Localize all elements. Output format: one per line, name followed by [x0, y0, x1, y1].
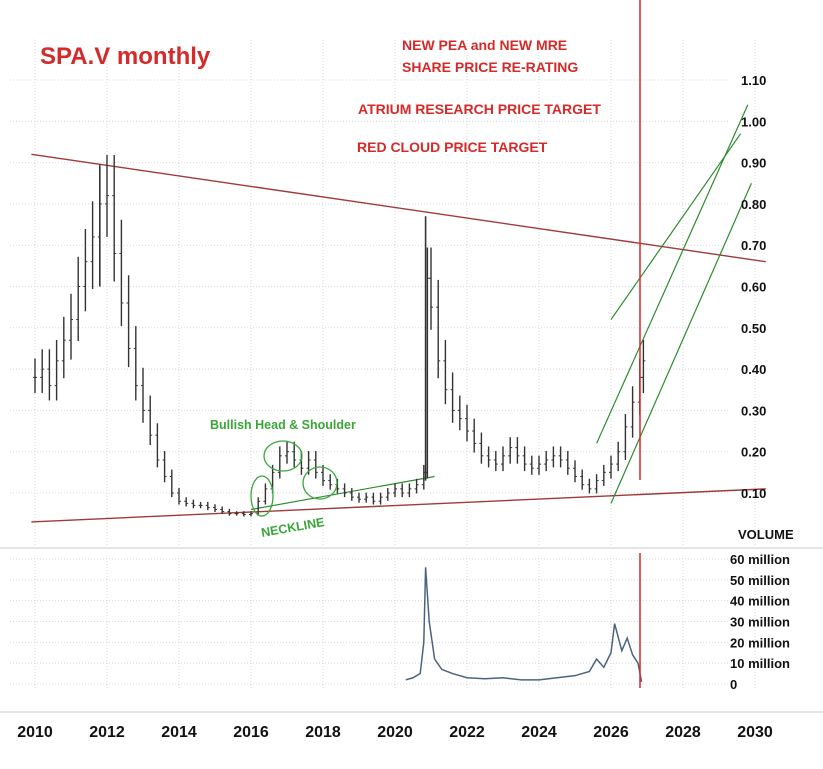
x-tick-label: 2022	[449, 724, 485, 741]
right-shoulder-circle	[302, 466, 338, 500]
y-tick-label: 0.60	[741, 280, 766, 295]
volume-axis-title: VOLUME	[738, 527, 794, 542]
price-bars	[33, 155, 646, 517]
y-tick-label: 1.10	[741, 73, 766, 88]
y-tick-label: 0.50	[741, 321, 766, 336]
trendlines	[31, 104, 766, 523]
lower-support-line	[31, 488, 766, 523]
y-axis-labels: 1.10 1.00 0.90 0.80 0.70 0.60 0.50 0.40 0.30 0.20…	[741, 73, 766, 501]
x-tick-label: 2016	[233, 724, 269, 741]
y-tick-label: 0.30	[741, 403, 766, 418]
x-tick-label: 2024	[521, 724, 557, 741]
x-tick-label: 2028	[665, 724, 701, 741]
left-shoulder-circle	[250, 475, 274, 517]
y-tick-label: 0.10	[741, 486, 766, 501]
annotation-redcloud: RED CLOUD PRICE TARGET	[357, 139, 548, 155]
volume-tick-label: 40 million	[730, 594, 790, 609]
volume-tick-label: 20 million	[730, 635, 790, 650]
volume-line	[405, 567, 643, 683]
x-axis-labels: 2010 2012 2014 2016 2018 2020 2022 2024 2026 2028…	[17, 724, 773, 741]
pattern-circles	[250, 440, 338, 517]
x-tick-label: 2014	[161, 724, 197, 741]
head-circle	[263, 440, 303, 472]
volume-tick-label: 10 million	[730, 656, 790, 671]
pattern-label: Bullish Head & Shoulder	[210, 418, 356, 432]
volume-axis-labels: 60 million 50 million 40 million 30 million…	[730, 552, 790, 692]
volume-tick-label: 0	[730, 677, 737, 692]
y-tick-label: 0.40	[741, 362, 766, 377]
chart-title: SPA.V monthly	[40, 43, 211, 70]
x-tick-label: 2030	[737, 724, 773, 741]
y-tick-label: 0.20	[741, 445, 766, 460]
channel-lower-line	[610, 183, 752, 504]
volume-tick-label: 60 million	[730, 552, 790, 567]
y-tick-label: 0.90	[741, 156, 766, 171]
upper-resistance-line	[31, 153, 766, 263]
annotation-rerating: SHARE PRICE RE-RATING	[402, 59, 578, 75]
channel-inner-line	[610, 133, 742, 320]
x-tick-label: 2018	[305, 724, 341, 741]
x-tick-label: 2020	[377, 724, 413, 741]
neckline-line	[250, 475, 435, 511]
volume-tick-label: 50 million	[730, 573, 790, 588]
volume-tick-label: 30 million	[730, 615, 790, 630]
volume-series-line	[405, 567, 643, 683]
y-tick-label: 0.80	[741, 197, 766, 212]
x-tick-label: 2012	[89, 724, 125, 741]
y-tick-label: 0.70	[741, 238, 766, 253]
x-tick-label: 2010	[17, 724, 53, 741]
annotation-atrium: ATRIUM RESEARCH PRICE TARGET	[358, 101, 601, 117]
y-tick-label: 1.00	[741, 114, 766, 129]
x-tick-label: 2026	[593, 724, 629, 741]
channel-upper-line	[596, 104, 749, 444]
annotation-pea: NEW PEA and NEW MRE	[402, 37, 567, 53]
